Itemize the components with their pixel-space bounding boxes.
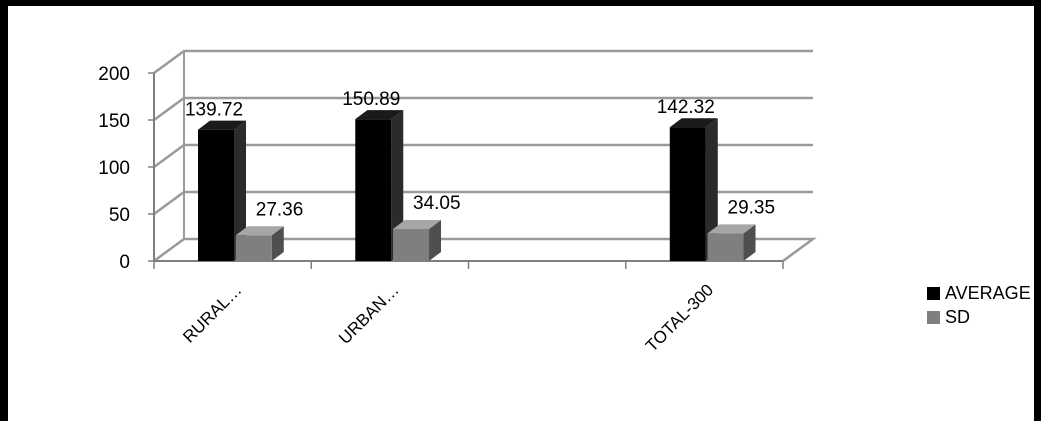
bar-average — [669, 118, 718, 261]
bar-sd — [393, 219, 442, 261]
bar-sd-side — [743, 224, 756, 261]
bar-average-top — [669, 118, 718, 128]
data-label: 150.89 — [342, 89, 400, 110]
gridline — [153, 190, 813, 216]
bar-sd-side — [429, 219, 442, 261]
gridline — [153, 237, 817, 263]
bar-average — [355, 110, 404, 262]
data-label: 142.32 — [657, 97, 715, 118]
bar-sd-top — [393, 219, 442, 229]
bar-average — [198, 120, 247, 261]
bar-average-top — [355, 110, 404, 120]
bar-sd-top — [707, 224, 756, 234]
legend-swatch — [927, 287, 940, 300]
bar-sd-front — [707, 233, 744, 261]
gridline — [153, 143, 813, 169]
bar-sd-side — [271, 226, 284, 261]
bar-sd — [235, 226, 284, 261]
y-tick-label: 100 — [98, 158, 130, 179]
bar-average-side — [391, 110, 404, 262]
x-category-label: TOTAL-300 — [642, 280, 717, 355]
x-category-label: RURAL… — [179, 280, 245, 346]
bar-sd-front — [235, 235, 272, 261]
bar-sd-front — [393, 228, 430, 261]
y-tick-label: 0 — [119, 252, 130, 273]
y-tick-label: 150 — [98, 111, 130, 132]
bar-average-side — [234, 120, 247, 261]
data-label: 34.05 — [413, 193, 461, 214]
y-tick-label: 200 — [98, 64, 130, 85]
gridline — [153, 96, 813, 122]
data-label: 139.72 — [185, 100, 243, 121]
bar-average-front — [355, 119, 392, 262]
legend: AVERAGE SD — [927, 283, 1031, 327]
data-labels: 139.72 150.89 142.32 27.36 34.05 29.35 — [185, 89, 775, 220]
data-label: 27.36 — [256, 199, 304, 220]
legend-label: SD — [945, 307, 970, 327]
gridlines — [153, 49, 817, 263]
legend-label: AVERAGE — [945, 283, 1031, 303]
bar-sd-top — [235, 226, 284, 236]
x-category-label: URBAN… — [335, 280, 403, 348]
y-tick-label: 50 — [109, 205, 130, 226]
gridline — [153, 49, 813, 75]
legend-swatch — [927, 311, 940, 324]
chart-svg: 139.72 150.89 142.32 27.36 34.05 29.35 0 50 100… — [98, 49, 1031, 356]
data-label: 29.35 — [728, 197, 776, 218]
bar-average-front — [198, 129, 235, 261]
bar-average-front — [669, 127, 706, 261]
bar-average-side — [705, 118, 718, 261]
bars — [198, 110, 756, 262]
bar-sd — [707, 224, 756, 261]
bar-average-top — [198, 120, 247, 130]
